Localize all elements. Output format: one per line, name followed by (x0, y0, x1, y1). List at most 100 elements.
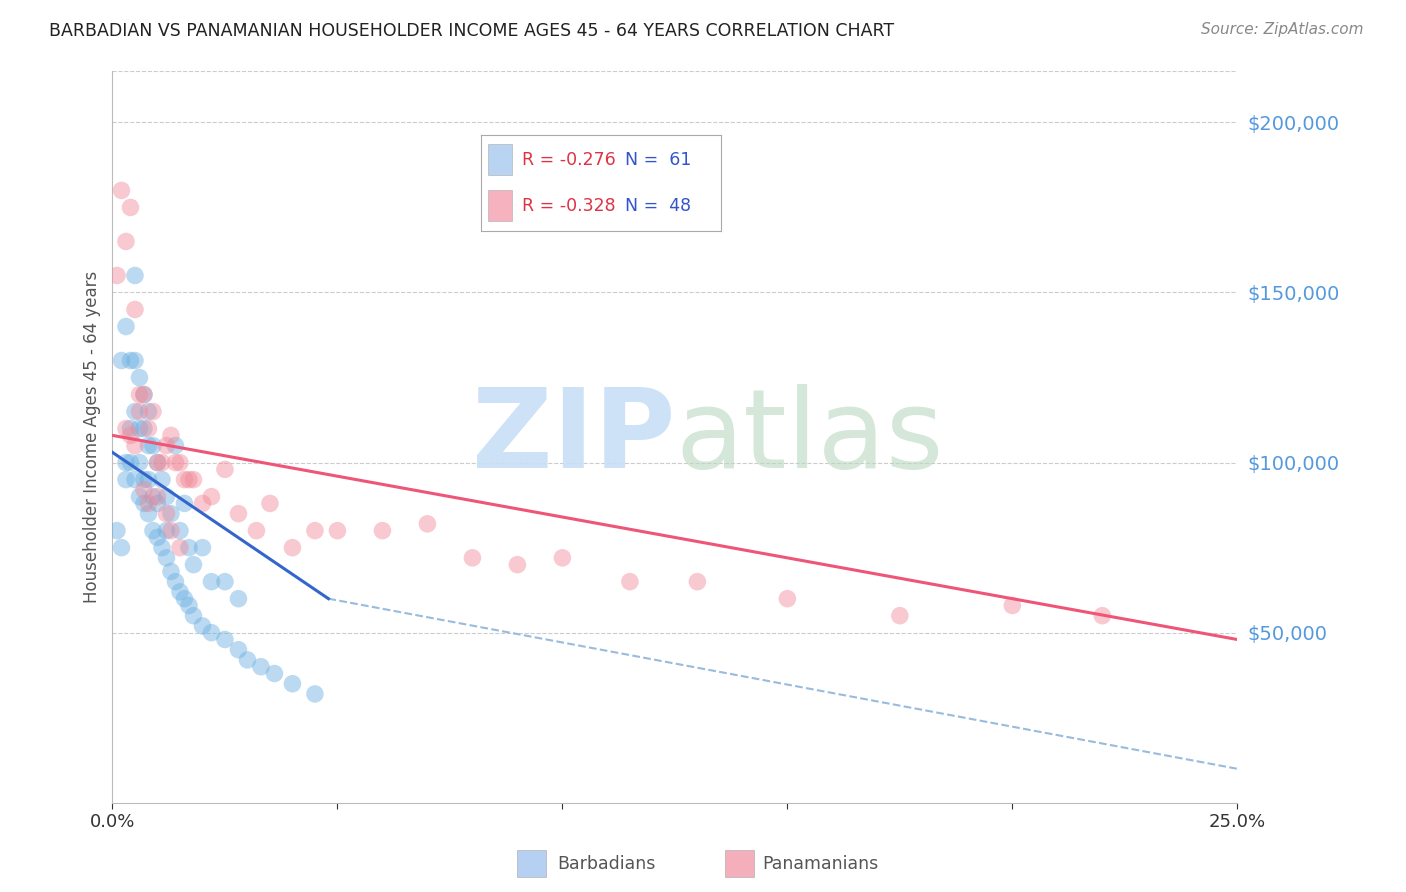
Point (304, 524, 326, 538)
Point (132, 483, 155, 497)
Point (506, 558, 529, 572)
Point (177, 541, 200, 555)
Point (146, 456, 169, 470)
Point (371, 524, 394, 538)
Point (214, 632, 236, 647)
Point (128, 421, 150, 435)
Point (150, 541, 173, 555)
Point (686, 574, 709, 589)
Point (110, 541, 132, 555)
Point (250, 659, 273, 673)
Text: Barbadians: Barbadians (557, 855, 655, 872)
Point (155, 490, 177, 504)
Point (173, 473, 195, 487)
Y-axis label: Householder Income Ages 45 - 64 years: Householder Income Ages 45 - 64 years (83, 271, 101, 603)
Point (169, 541, 191, 555)
Text: ZIP: ZIP (471, 384, 675, 491)
Point (128, 387, 150, 401)
Point (461, 550, 484, 565)
Point (416, 516, 439, 531)
Point (228, 642, 250, 657)
Point (120, 456, 142, 470)
Point (160, 507, 183, 521)
Point (128, 404, 150, 418)
Point (173, 496, 195, 510)
Point (214, 574, 236, 589)
Point (115, 421, 138, 435)
Point (200, 625, 222, 640)
Point (132, 387, 155, 401)
Point (120, 201, 142, 215)
Bar (517, 849, 546, 878)
Point (160, 428, 183, 442)
Point (124, 268, 146, 283)
Point (245, 524, 267, 538)
Point (110, 183, 132, 197)
Point (183, 473, 205, 487)
Point (146, 490, 169, 504)
Point (236, 653, 259, 667)
Point (183, 558, 205, 572)
Point (132, 387, 155, 401)
Text: atlas: atlas (675, 384, 943, 491)
Point (200, 574, 222, 589)
Point (105, 524, 128, 538)
Point (142, 490, 165, 504)
Point (155, 550, 177, 565)
Point (326, 524, 349, 538)
Text: Source: ZipAtlas.com: Source: ZipAtlas.com (1201, 22, 1364, 37)
Point (124, 302, 146, 317)
Text: N =  61: N = 61 (624, 151, 692, 169)
Point (191, 496, 214, 510)
Point (173, 591, 195, 606)
Point (146, 456, 169, 470)
Point (259, 496, 281, 510)
Point (120, 428, 142, 442)
Point (120, 421, 142, 435)
Bar (488, 190, 512, 221)
Point (1091, 608, 1114, 623)
Point (132, 421, 155, 435)
Point (128, 456, 150, 470)
Point (160, 524, 183, 538)
Point (115, 456, 138, 470)
Point (191, 541, 214, 555)
Point (110, 353, 132, 368)
Point (169, 585, 191, 599)
Text: N =  48: N = 48 (624, 196, 690, 215)
Point (165, 574, 187, 589)
Point (155, 507, 177, 521)
Point (138, 473, 160, 487)
Point (177, 599, 200, 613)
Bar (488, 145, 512, 175)
Point (776, 591, 799, 606)
Point (142, 404, 165, 418)
Point (128, 490, 150, 504)
Point (115, 473, 138, 487)
Point (200, 490, 222, 504)
Point (138, 439, 160, 453)
Point (124, 353, 146, 368)
Point (228, 591, 250, 606)
Point (138, 404, 160, 418)
Point (138, 421, 160, 435)
Point (138, 507, 160, 521)
Text: BARBADIAN VS PANAMANIAN HOUSEHOLDER INCOME AGES 45 - 64 YEARS CORRELATION CHART: BARBADIAN VS PANAMANIAN HOUSEHOLDER INCO… (49, 22, 894, 40)
Point (183, 608, 205, 623)
Point (142, 439, 165, 453)
Point (124, 473, 146, 487)
Point (169, 456, 191, 470)
Point (128, 370, 150, 384)
Point (889, 608, 911, 623)
Point (1001, 599, 1024, 613)
Point (214, 462, 236, 476)
Point (304, 687, 326, 701)
Point (551, 550, 574, 565)
Point (165, 439, 187, 453)
Point (132, 496, 155, 510)
Point (169, 524, 191, 538)
Point (281, 677, 304, 691)
Point (191, 619, 214, 633)
Text: R = -0.328: R = -0.328 (522, 196, 616, 215)
Point (146, 496, 169, 510)
